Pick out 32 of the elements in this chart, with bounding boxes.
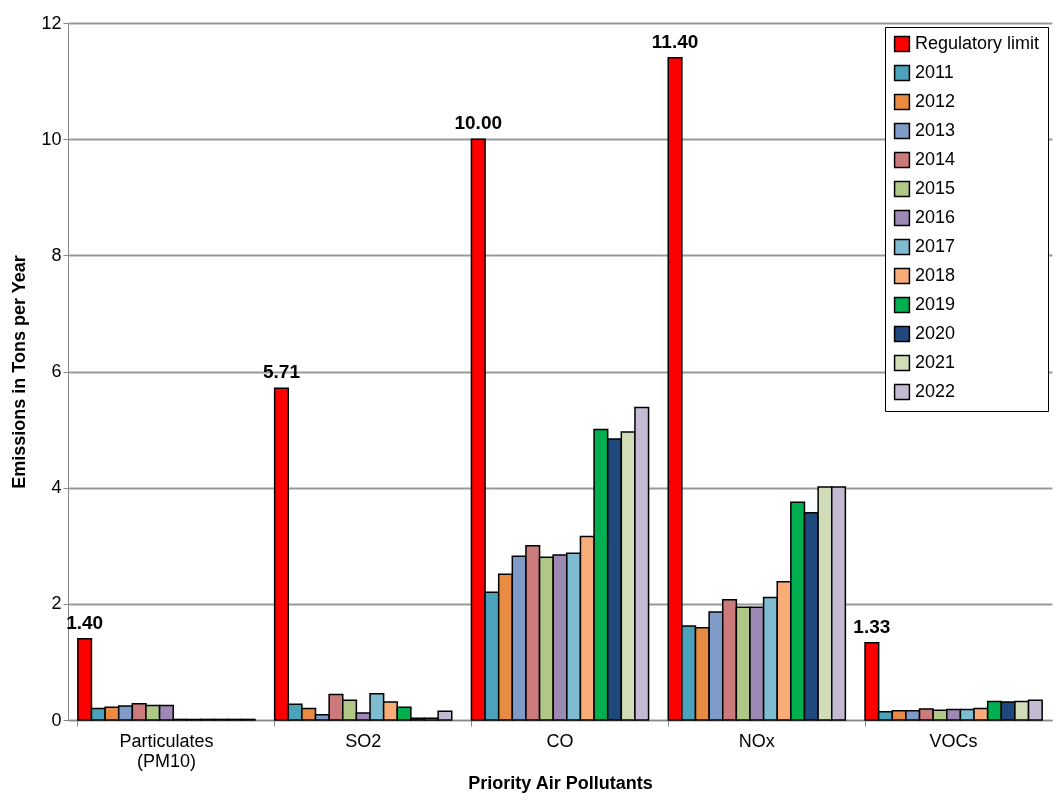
legend-label: 2015 — [915, 178, 956, 198]
y-tick-label: 2 — [51, 593, 62, 614]
legend-label: 2022 — [915, 381, 956, 401]
legend-label: 2021 — [915, 352, 956, 372]
y-tick-label: 0 — [51, 709, 62, 730]
data-label: 10.00 — [454, 112, 503, 134]
legend-label: Regulatory limit — [915, 33, 1040, 53]
data-label: 11.40 — [651, 30, 699, 52]
x-tick-label: Particulates (PM10) — [119, 730, 214, 771]
x-tick-label: SO2 — [345, 730, 382, 751]
data-label: 5.71 — [262, 361, 301, 383]
legend-label: 2018 — [915, 265, 956, 285]
x-tick-label: VOCs — [929, 730, 978, 751]
x-axis-title: Priority Air Pollutants — [468, 772, 653, 793]
legend-label: 2014 — [915, 149, 956, 169]
y-tick-label: 8 — [51, 244, 62, 265]
legend-label: 2016 — [915, 207, 956, 227]
y-tick-label: 4 — [51, 477, 62, 498]
y-axis-title: Emissions in Tons per Year — [9, 255, 30, 489]
y-tick-label: 10 — [41, 128, 62, 149]
y-tick-label: 6 — [51, 361, 62, 381]
x-tick-label: NOx — [738, 730, 775, 751]
legend-label: 2013 — [915, 120, 956, 140]
legend-label: 2020 — [915, 323, 956, 343]
x-tick-label: CO — [546, 730, 574, 751]
data-label: 1.40 — [66, 611, 104, 633]
y-tick-label: 12 — [41, 12, 62, 33]
legend-label: 2017 — [915, 236, 956, 256]
legend-label: 2011 — [915, 62, 954, 82]
legend-label: 2019 — [915, 294, 956, 314]
legend-label: 2012 — [915, 91, 956, 111]
data-label: 1.33 — [853, 615, 891, 637]
